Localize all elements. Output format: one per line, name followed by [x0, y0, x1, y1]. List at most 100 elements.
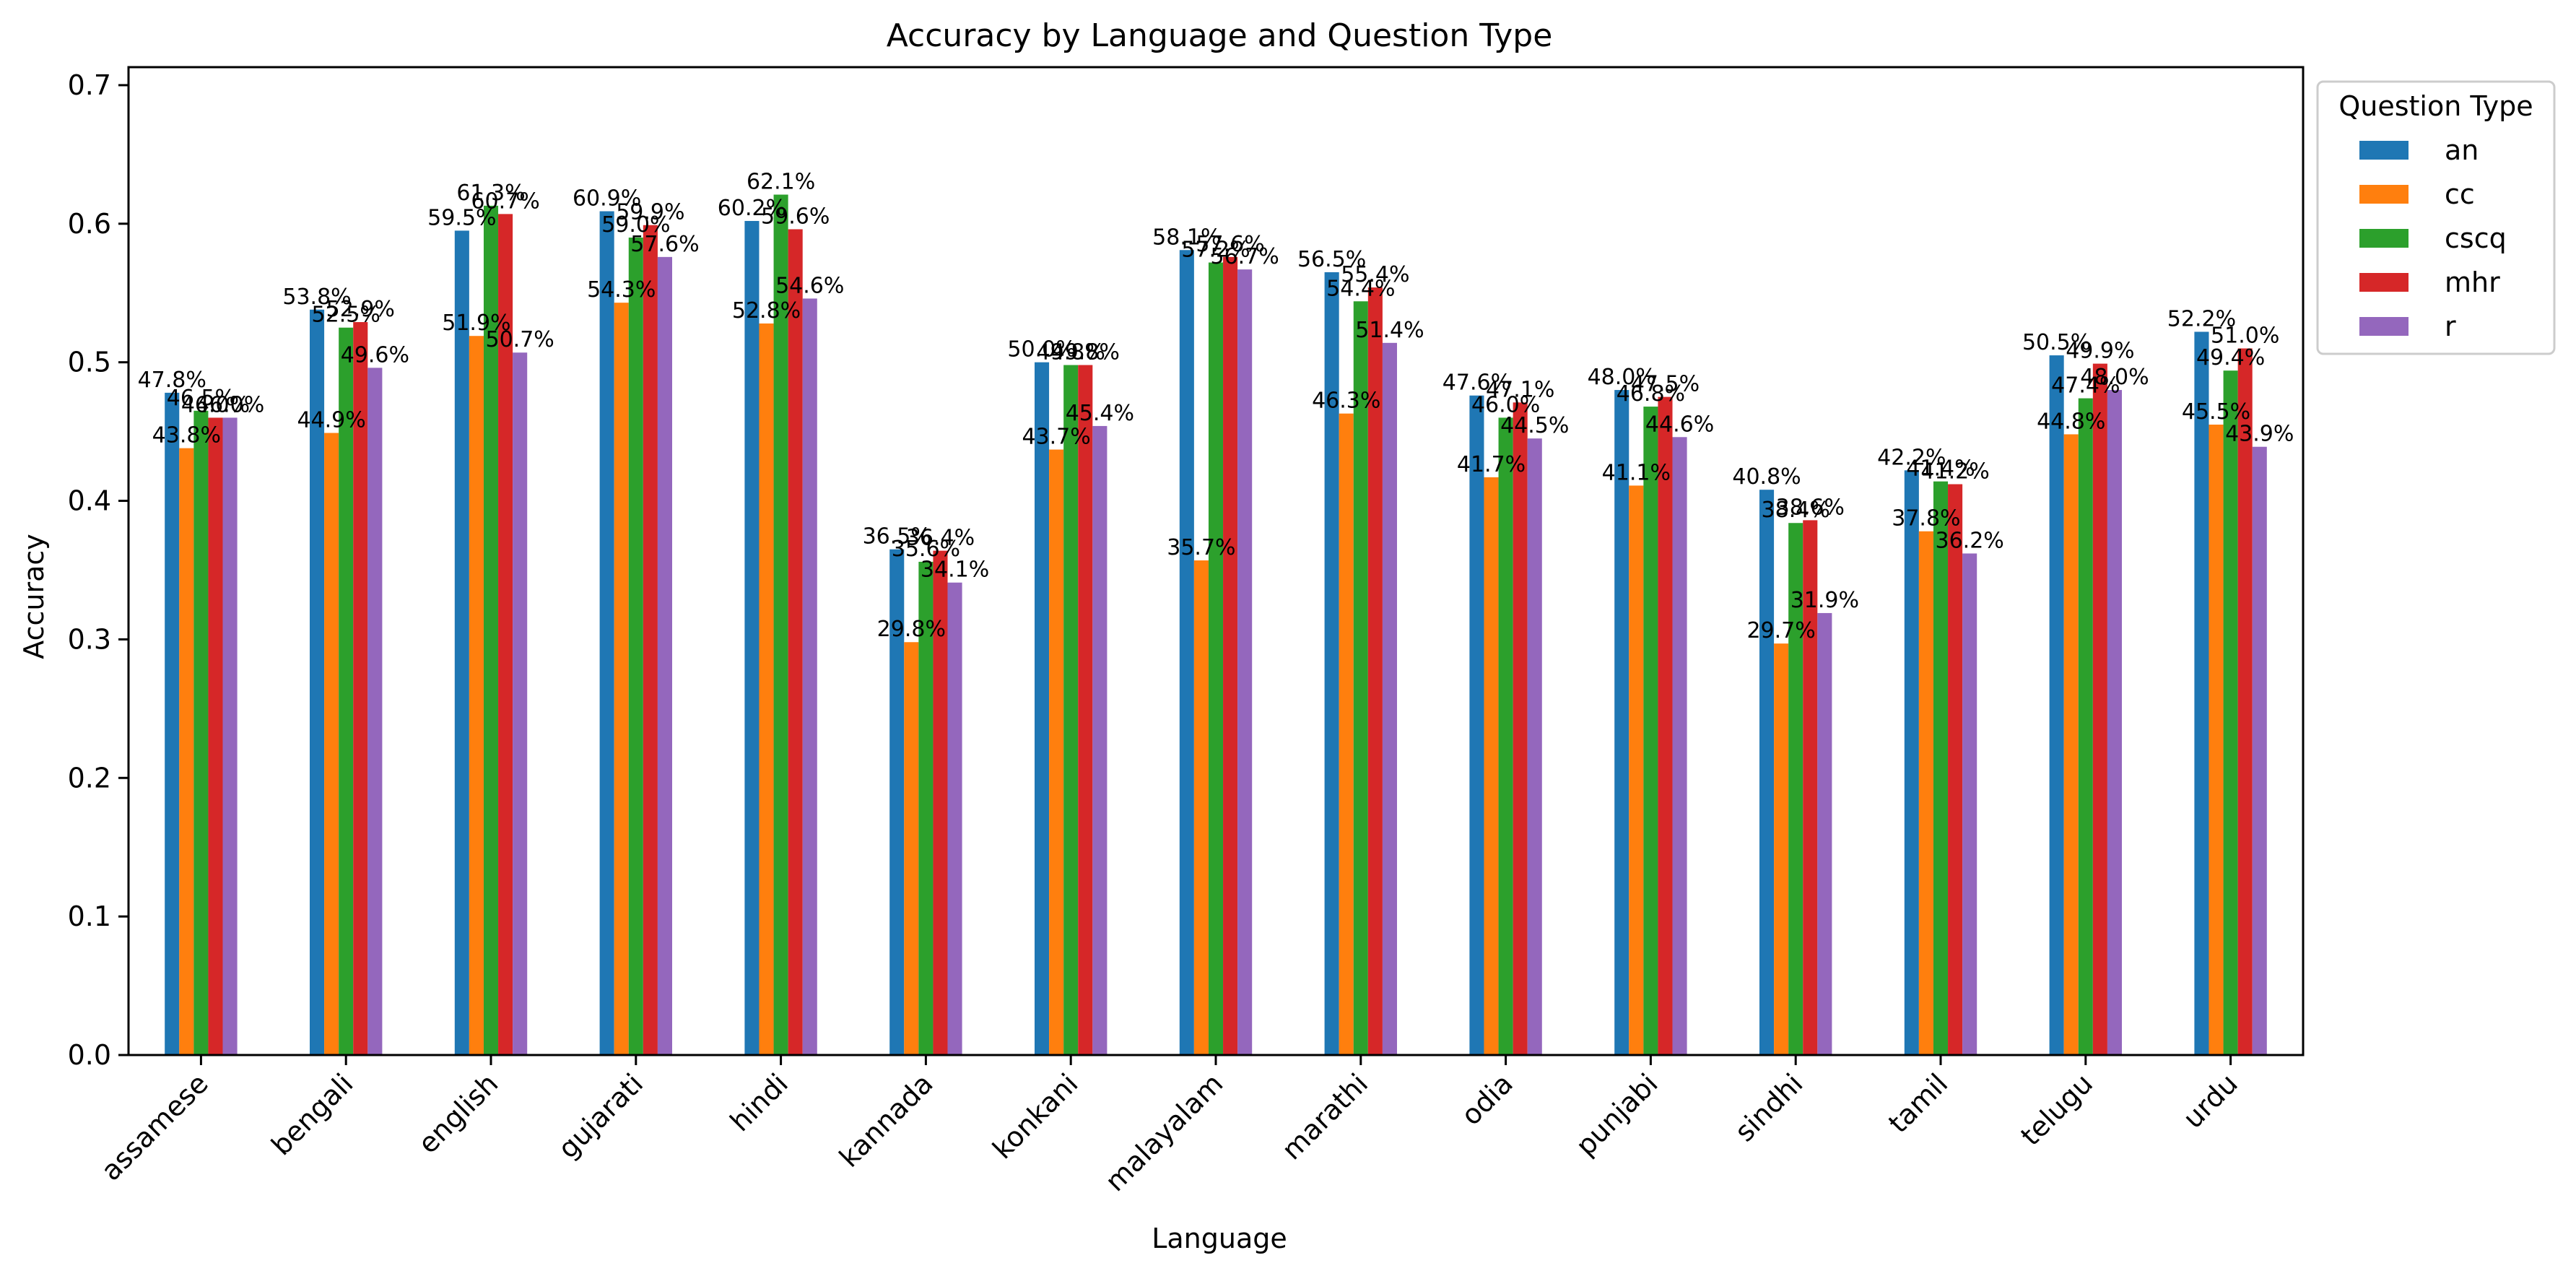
- bar-english-cscq: [483, 205, 499, 1055]
- legend-items: an cc cscq mhr r: [2359, 134, 2507, 342]
- legend-label-an: an: [2445, 134, 2479, 166]
- bar-english-r: [513, 352, 528, 1055]
- data-label-odia-an: 47.6%: [1443, 370, 1511, 396]
- bar-tamil-r: [1962, 553, 1977, 1055]
- bar-tamil-mhr: [1948, 484, 1963, 1055]
- data-label-konkani-r: 45.4%: [1066, 401, 1134, 426]
- data-label-punjabi-mhr: 47.5%: [1631, 372, 1700, 397]
- data-label-malayalam-cscq: 57.2%: [1181, 238, 1250, 263]
- bar-sindhi-mhr: [1803, 520, 1818, 1055]
- bar-marathi-cscq: [1353, 301, 1368, 1055]
- data-label-malayalam-r: 56.7%: [1211, 244, 1279, 269]
- bar-telugu-cc: [2063, 434, 2079, 1055]
- y-tick-label: 0.3: [68, 623, 111, 655]
- bar-assamese-r: [222, 417, 238, 1055]
- bar-bengali-mhr: [353, 322, 368, 1056]
- data-label-punjabi-cc: 41.1%: [1602, 460, 1671, 485]
- data-label-urdu-cscq: 49.4%: [2196, 345, 2265, 370]
- x-axis-label: Language: [1152, 1223, 1287, 1254]
- bar-hindi-an: [744, 220, 760, 1055]
- legend: Question Type an cc cscq mhr r: [2316, 80, 2556, 355]
- data-label-english-r: 50.7%: [486, 327, 554, 352]
- data-label-tamil-an: 42.2%: [1877, 445, 1946, 470]
- bar-hindi-r: [802, 298, 817, 1055]
- data-label-urdu-mhr: 51.0%: [2211, 323, 2279, 348]
- data-label-telugu-an: 50.5%: [2022, 330, 2091, 355]
- bar-sindhi-r: [1817, 612, 1832, 1055]
- data-label-sindhi-cscq: 38.4%: [1762, 498, 1830, 523]
- bar-tamil-cscq: [1933, 481, 1949, 1055]
- bar-english-an: [454, 230, 469, 1055]
- data-label-malayalam-mhr: 57.6%: [1196, 232, 1264, 257]
- data-label-tamil-mhr: 41.2%: [1920, 459, 1989, 485]
- data-label-english-mhr: 60.7%: [471, 188, 539, 214]
- bar-telugu-mhr: [2092, 363, 2107, 1055]
- legend-title: Question Type: [2338, 90, 2533, 122]
- bar-gujarati-cscq: [628, 237, 643, 1055]
- data-label-sindhi-an: 40.8%: [1732, 464, 1801, 490]
- bar-telugu-r: [2107, 390, 2122, 1055]
- bar-hindi-mhr: [788, 229, 803, 1056]
- legend-swatch-cc: [2359, 185, 2409, 204]
- bar-odia-r: [1527, 438, 1542, 1055]
- data-label-odia-mhr: 47.1%: [1486, 377, 1554, 402]
- legend-label-cc: cc: [2445, 178, 2475, 210]
- bar-punjabi-mhr: [1658, 396, 1673, 1055]
- bar-tamil-an: [1904, 470, 1919, 1055]
- data-label-kannada-an: 36.5%: [863, 524, 931, 550]
- bar-odia-cc: [1484, 477, 1499, 1055]
- data-label-konkani-cc: 43.7%: [1022, 425, 1090, 450]
- data-label-konkani-mhr: 49.8%: [1051, 340, 1120, 365]
- data-label-bengali-cc: 44.9%: [297, 408, 365, 433]
- legend-swatch-cscq: [2359, 229, 2409, 248]
- bar-bengali-an: [310, 309, 325, 1055]
- bar-gujarati-mhr: [643, 225, 658, 1055]
- bar-bengali-cscq: [339, 327, 354, 1055]
- data-label-marathi-an: 56.5%: [1297, 247, 1366, 272]
- bar-malayalam-r: [1237, 269, 1253, 1055]
- data-label-assamese-cc: 43.8%: [152, 423, 221, 448]
- data-label-hindi-r: 54.6%: [775, 273, 844, 298]
- bar-kannada-mhr: [933, 550, 948, 1055]
- data-label-odia-cc: 41.7%: [1457, 452, 1526, 477]
- bar-urdu-mhr: [2237, 348, 2253, 1055]
- bar-punjabi-cscq: [1643, 407, 1658, 1055]
- bar-assamese-an: [165, 392, 180, 1055]
- bar-assamese-cscq: [193, 410, 209, 1055]
- data-label-punjabi-cscq: 46.8%: [1616, 381, 1685, 407]
- bar-malayalam-mhr: [1223, 256, 1238, 1056]
- bar-hindi-cscq: [773, 194, 788, 1056]
- bar-gujarati-cc: [614, 303, 629, 1055]
- legend-label-r: r: [2445, 311, 2456, 342]
- data-label-assamese-cscq: 46.5%: [167, 386, 235, 411]
- bar-assamese-mhr: [208, 417, 223, 1055]
- chart-title: Accuracy by Language and Question Type: [887, 17, 1553, 54]
- data-label-tamil-cc: 37.8%: [1892, 506, 1960, 531]
- bar-telugu-an: [2049, 355, 2064, 1055]
- data-label-malayalam-an: 58.1%: [1152, 225, 1221, 250]
- data-label-marathi-r: 51.4%: [1355, 318, 1424, 343]
- data-label-hindi-cscq: 62.1%: [747, 170, 815, 195]
- bar-bengali-cc: [324, 433, 339, 1055]
- bar-punjabi-cc: [1629, 485, 1644, 1055]
- bar-marathi-cc: [1339, 413, 1354, 1055]
- legend-label-mhr: mhr: [2445, 266, 2500, 298]
- bar-marathi-an: [1324, 272, 1339, 1056]
- bar-marathi-mhr: [1367, 287, 1383, 1055]
- bar-marathi-r: [1382, 342, 1397, 1055]
- bar-konkani-an: [1035, 362, 1050, 1055]
- data-label-hindi-mhr: 59.6%: [761, 204, 830, 229]
- data-label-english-an: 59.5%: [427, 205, 496, 230]
- bar-hindi-cc: [759, 323, 774, 1055]
- data-label-bengali-an: 53.8%: [282, 285, 351, 310]
- data-label-english-cc: 51.9%: [442, 311, 510, 336]
- data-label-assamese-mhr: 46.0%: [181, 392, 250, 417]
- data-label-gujarati-r: 57.6%: [630, 232, 699, 257]
- y-tick-label: 0.5: [68, 347, 111, 378]
- bar-kannada-cscq: [918, 561, 934, 1055]
- bar-konkani-r: [1092, 425, 1108, 1055]
- legend-swatch-mhr: [2359, 273, 2409, 292]
- bar-english-cc: [469, 336, 484, 1056]
